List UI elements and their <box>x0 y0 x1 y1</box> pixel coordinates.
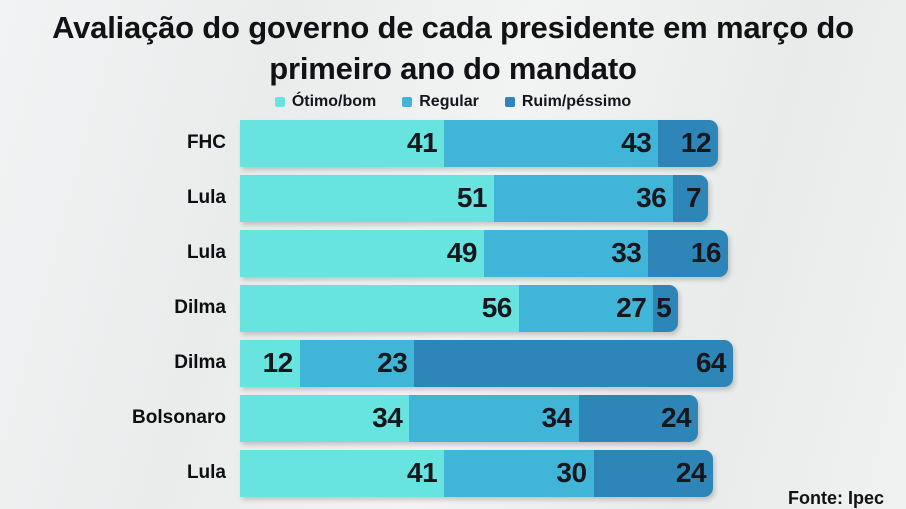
bar-value-label: 12 <box>680 127 712 159</box>
bar-value-label: 36 <box>636 182 667 214</box>
bar-value-label: 56 <box>481 292 513 324</box>
bar-segment-ruim-pessimo: 12 <box>658 119 719 167</box>
stacked-bar: 49 33 16 <box>240 229 729 277</box>
bar-value-label: 49 <box>446 237 478 269</box>
bar-segment-otimo-bom: 34 <box>240 394 410 442</box>
source-credit: Fonte: Ipec <box>787 488 884 508</box>
bar-segment-regular: 43 <box>444 119 659 167</box>
legend: Ótimo/bom Regular Ruim/péssimo <box>0 92 906 112</box>
bar-segment-regular: 27 <box>518 284 654 332</box>
stacked-bar: 34 34 24 <box>240 394 699 442</box>
bar-segment-regular: 36 <box>493 174 674 222</box>
bar-value-label: 51 <box>456 182 488 214</box>
chart-title: Avaliação do governo de cada presidente … <box>52 10 854 86</box>
bar-value-label: 41 <box>407 457 438 489</box>
bar-segment-otimo-bom: 41 <box>240 449 445 497</box>
bar-value-label: 27 <box>616 292 647 324</box>
bar-row: Bolsonaro 34 34 24 <box>0 394 906 442</box>
bar-segment-otimo-bom: 49 <box>240 229 485 277</box>
bar-segment-otimo-bom: 51 <box>240 174 494 222</box>
bar-row: Dilma 56 27 5 <box>0 284 906 332</box>
bar-value-label: 34 <box>372 402 403 434</box>
bar-value-label: 12 <box>262 347 294 379</box>
bar-segment-otimo-bom: 56 <box>240 284 519 332</box>
bar-row: FHC 41 43 12 <box>0 119 906 167</box>
bar-segment-regular: 23 <box>299 339 415 387</box>
bar-segment-ruim-pessimo: 16 <box>648 229 729 277</box>
legend-item-otimo-bom: Ótimo/bom <box>274 92 377 111</box>
bar-row-label: Dilma <box>174 297 226 319</box>
bar-value-label: 64 <box>695 347 727 379</box>
legend-item-ruim-pessimo: Ruim/péssimo <box>504 92 632 111</box>
bar-segment-ruim-pessimo: 7 <box>673 174 709 222</box>
bar-row: Lula 41 30 24 <box>0 449 906 497</box>
bar-value-label: 30 <box>556 457 587 489</box>
bar-segment-otimo-bom: 41 <box>240 119 445 167</box>
bar-value-label: 23 <box>377 347 408 379</box>
bar-row-label: Bolsonaro <box>132 407 226 429</box>
bar-segment-ruim-pessimo: 5 <box>653 284 679 332</box>
bar-value-label: 41 <box>407 127 438 159</box>
legend-marker-icon <box>402 96 413 107</box>
bar-row-label: Lula <box>186 462 226 484</box>
bar-row: Lula 51 36 7 <box>0 174 906 222</box>
bar-value-label: 34 <box>541 402 572 434</box>
stacked-bar: 56 27 5 <box>240 284 679 332</box>
bar-row-label: Lula <box>186 242 226 264</box>
bar-value-label: 24 <box>675 457 707 489</box>
bar-row-label: FHC <box>186 132 226 154</box>
bar-segment-otimo-bom: 12 <box>240 339 300 387</box>
legend-marker-icon <box>504 96 515 107</box>
legend-item-regular: Regular <box>402 93 479 111</box>
chart-rows: FHC 41 43 12 Lula 51 36 7 Lula 49 33 16 Dilma 56 27 5 Di… <box>0 119 906 497</box>
legend-marker-icon <box>274 96 285 107</box>
stacked-bar: 12 23 64 <box>240 339 733 387</box>
bar-segment-ruim-pessimo: 64 <box>414 339 733 387</box>
legend-label: Ótimo/bom <box>291 92 377 110</box>
bar-row: Dilma 12 23 64 <box>0 339 906 387</box>
bar-row-label: Lula <box>186 187 226 209</box>
bar-segment-ruim-pessimo: 24 <box>578 394 699 442</box>
bar-segment-regular: 34 <box>409 394 579 442</box>
bar-segment-regular: 30 <box>444 449 594 497</box>
bar-value-label: 5 <box>656 292 672 324</box>
bar-value-label: 16 <box>690 237 722 269</box>
legend-label: Ruim/péssimo <box>521 92 632 110</box>
stacked-bar: 41 30 24 <box>240 449 714 497</box>
bar-value-label: 7 <box>686 182 702 214</box>
bar-value-label: 33 <box>611 237 642 269</box>
bar-segment-ruim-pessimo: 24 <box>593 449 714 497</box>
stacked-bar: 51 36 7 <box>240 174 709 222</box>
stacked-bar: 41 43 12 <box>240 119 719 167</box>
bar-value-label: 24 <box>660 402 692 434</box>
legend-label: Regular <box>419 92 479 110</box>
bar-row-label: Dilma <box>174 352 226 374</box>
bar-segment-regular: 33 <box>484 229 649 277</box>
bar-value-label: 43 <box>621 127 652 159</box>
bar-row: Lula 49 33 16 <box>0 229 906 277</box>
